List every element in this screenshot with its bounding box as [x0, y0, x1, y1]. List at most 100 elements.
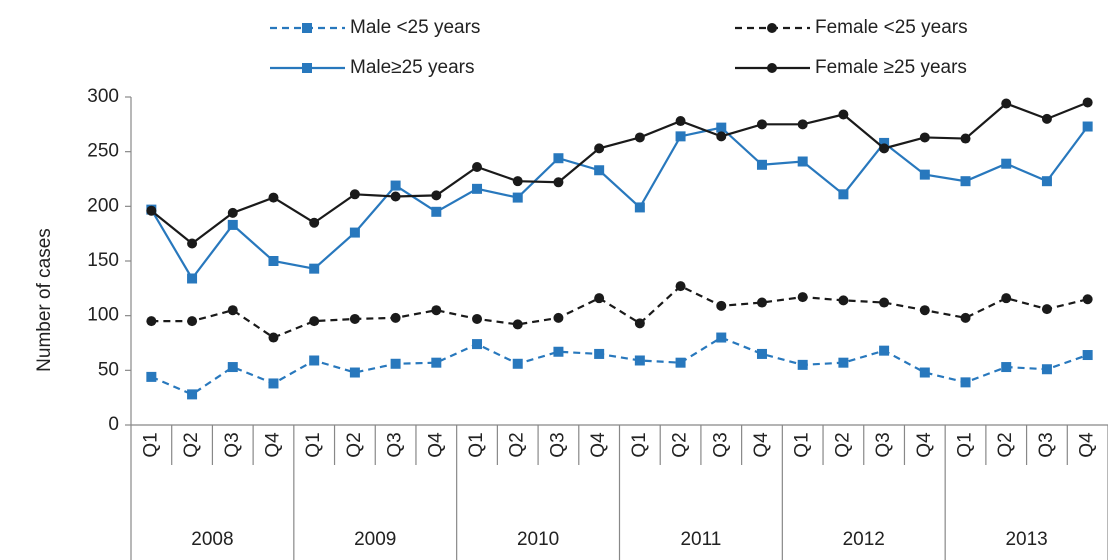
marker	[431, 206, 442, 217]
marker	[309, 355, 320, 366]
y-tick-label: 250	[87, 141, 119, 162]
marker	[716, 122, 727, 133]
marker	[767, 63, 777, 73]
x-tick-label: Q2	[832, 432, 853, 457]
group-label: 2010	[517, 529, 559, 550]
marker	[919, 305, 930, 316]
marker	[187, 389, 198, 400]
marker	[675, 357, 686, 368]
series-line	[150, 336, 1089, 396]
marker	[594, 165, 605, 176]
y-tick-label: 0	[108, 414, 119, 435]
marker	[756, 119, 767, 130]
marker	[594, 348, 605, 359]
marker	[512, 319, 523, 330]
x-tick-label: Q2	[344, 432, 365, 457]
marker	[227, 207, 238, 218]
marker	[187, 273, 198, 284]
x-tick-label: Q1	[792, 432, 813, 457]
marker	[756, 297, 767, 308]
y-tick-label: 300	[87, 86, 119, 107]
marker	[472, 313, 483, 324]
marker	[268, 378, 279, 389]
marker	[268, 256, 279, 266]
marker	[302, 63, 312, 73]
marker	[960, 312, 971, 323]
marker	[227, 305, 238, 316]
marker	[634, 132, 645, 143]
x-tick-label: Q2	[181, 432, 202, 457]
marker	[146, 205, 157, 216]
x-tick-label: Q4	[751, 432, 772, 458]
x-tick-label: Q3	[222, 432, 243, 457]
legend-label: Female <25 years	[815, 17, 968, 38]
marker	[472, 339, 483, 350]
x-tick-label: Q4	[914, 432, 935, 458]
marker	[187, 316, 198, 327]
marker	[634, 318, 645, 329]
marker	[349, 367, 360, 378]
marker	[349, 227, 360, 238]
marker	[390, 191, 401, 202]
x-tick-label: Q3	[547, 432, 568, 457]
marker	[431, 357, 442, 368]
marker	[756, 159, 767, 170]
marker	[1041, 304, 1052, 315]
y-tick-label: 150	[87, 250, 119, 271]
marker	[553, 153, 564, 164]
marker	[594, 293, 605, 304]
marker	[1001, 98, 1012, 109]
marker	[390, 312, 401, 323]
marker	[1082, 97, 1093, 108]
marker	[797, 359, 808, 370]
marker	[797, 119, 808, 130]
marker	[227, 362, 238, 373]
marker	[146, 371, 157, 382]
y-tick-label: 100	[87, 305, 119, 326]
x-tick-label: Q1	[303, 432, 324, 457]
marker	[268, 192, 279, 203]
x-tick-label: Q3	[385, 432, 406, 457]
marker	[634, 202, 645, 213]
marker	[309, 316, 320, 327]
marker	[512, 176, 523, 187]
marker	[431, 190, 442, 201]
series-line	[151, 284, 1088, 339]
x-tick-label: Q4	[262, 432, 283, 458]
x-tick-label: Q2	[995, 432, 1016, 457]
marker	[1082, 350, 1093, 361]
marker	[797, 156, 808, 167]
y-tick-label: 50	[98, 359, 119, 380]
marker	[756, 348, 767, 359]
marker	[879, 297, 890, 308]
marker	[675, 131, 686, 142]
marker	[675, 281, 686, 292]
marker	[1082, 294, 1093, 305]
marker	[594, 143, 605, 154]
marker	[797, 292, 808, 303]
legend-label: Female ≥25 years	[815, 57, 967, 78]
marker	[919, 132, 930, 143]
marker	[512, 192, 523, 203]
marker	[960, 176, 971, 187]
marker	[472, 183, 483, 194]
x-tick-label: Q3	[710, 432, 731, 457]
marker	[349, 313, 360, 324]
group-label: 2008	[191, 529, 233, 550]
marker	[146, 316, 157, 327]
marker	[716, 300, 727, 311]
marker	[838, 295, 849, 306]
marker	[634, 355, 645, 366]
marker	[227, 219, 238, 230]
marker	[187, 238, 198, 249]
marker	[302, 23, 312, 33]
marker	[431, 305, 442, 316]
marker	[1001, 362, 1012, 373]
group-label: 2013	[1005, 529, 1047, 550]
x-tick-label: Q3	[1036, 432, 1057, 457]
y-axis-label: Number of cases	[34, 228, 55, 372]
marker	[1041, 176, 1052, 187]
x-tick-label: Q4	[425, 432, 446, 458]
marker	[512, 358, 523, 369]
